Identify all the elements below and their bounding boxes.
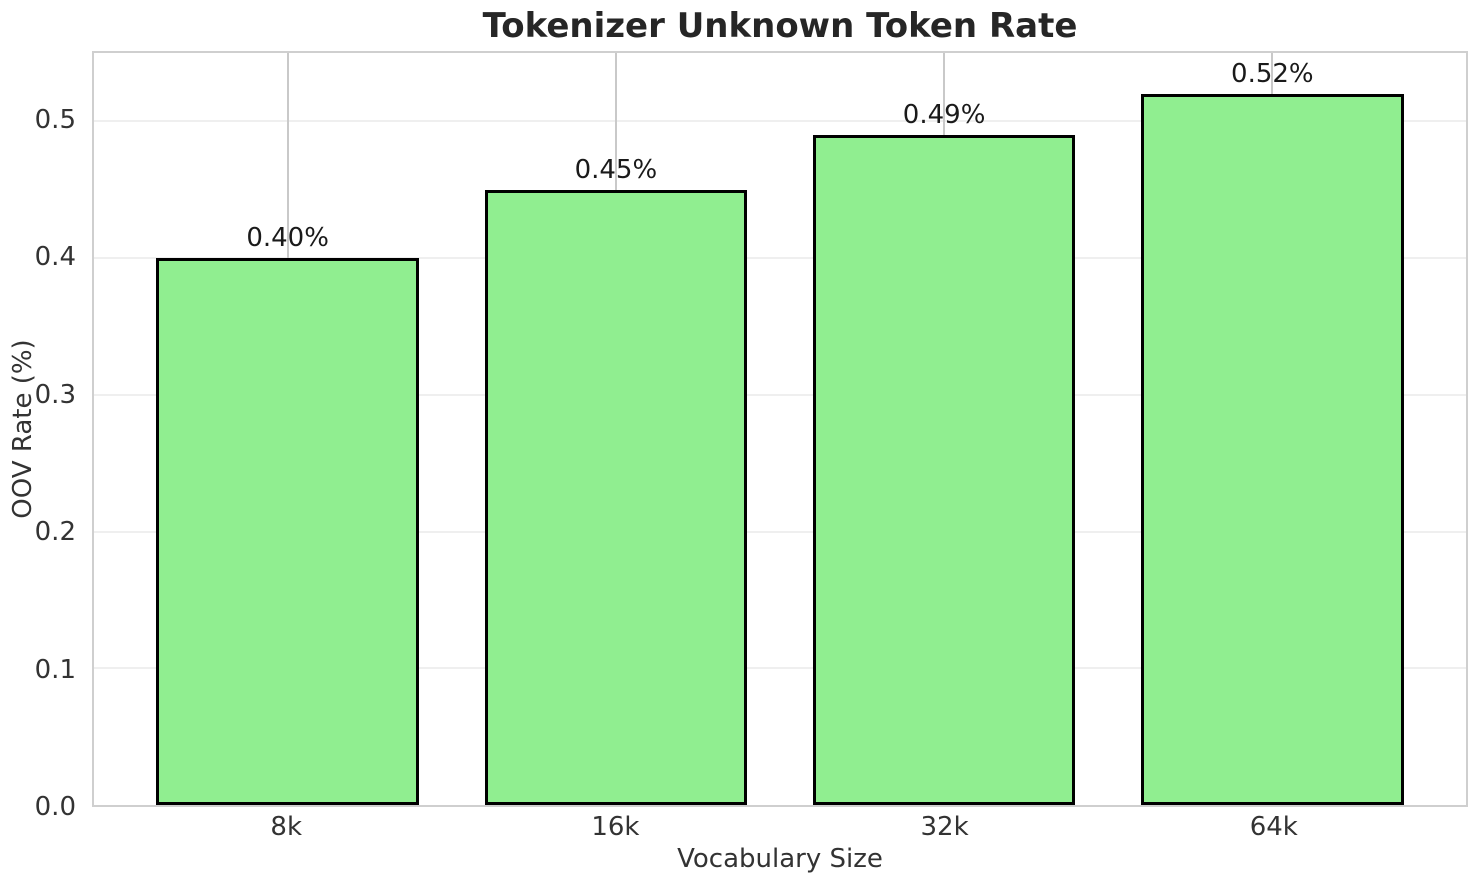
y-tick-label: 0.3 [34,379,76,410]
y-tick-label: 0.0 [34,792,76,822]
bar [156,258,419,805]
bar-value-label: 0.40% [246,223,329,254]
y-axis-ticks: 0.0 0.1 0.2 0.3 0.4 0.5 [0,51,76,820]
x-tick-label: 64k [1249,812,1298,842]
bar [812,135,1076,805]
plot-area: 0.40% 0.45% 0.49% 0.52% [92,51,1468,807]
horizontal-gridline [94,393,1466,396]
horizontal-gridline [94,120,1466,123]
bar [484,189,748,805]
y-tick-label: 0.1 [34,654,76,685]
y-tick-label: 0.4 [34,242,76,273]
horizontal-gridline [94,257,1466,260]
bar-value-label: 0.45% [574,154,658,185]
bar-value-label: 0.52% [1231,59,1314,90]
y-tick-label: 0.5 [34,104,76,135]
x-tick-label: 8k [270,812,303,842]
horizontal-gridline [94,530,1466,533]
x-axis-label: Vocabulary Size [677,844,883,874]
x-tick-label: 16k [591,812,640,842]
x-axis-ticks: 8k 16k 32k 64k [92,814,1468,844]
chart-title: Tokenizer Unknown Token Rate [482,6,1078,46]
x-tick-label: 32k [920,812,969,842]
horizontal-gridline [94,667,1466,670]
y-axis-label: OOV Rate (%) [8,339,38,519]
bar-value-label: 0.49% [902,100,986,131]
bar [1141,94,1404,805]
y-tick-label: 0.2 [34,517,76,548]
